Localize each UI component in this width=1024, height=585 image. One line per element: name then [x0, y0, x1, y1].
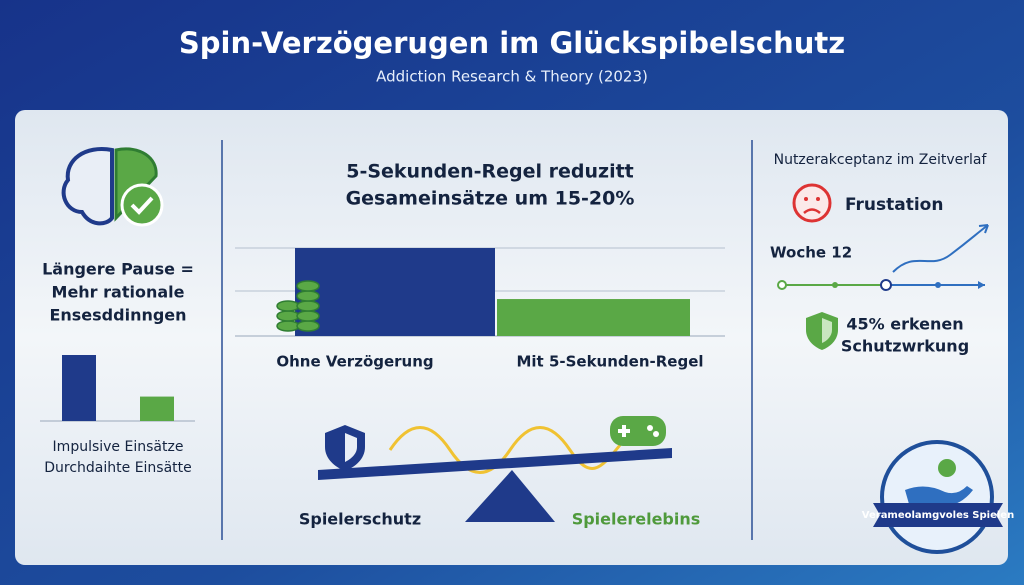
- stat-text: 45% erkenen: [846, 315, 963, 334]
- seesaw: [318, 416, 672, 522]
- coin: [276, 310, 300, 322]
- seesaw-label: Spielerelebins: [572, 510, 701, 529]
- right-title: Nutzerakceptanz im Zeitverlaf: [774, 152, 988, 168]
- coin: [296, 290, 320, 302]
- coin: [276, 320, 300, 332]
- left-text: Mehr rationale: [52, 283, 185, 302]
- bar: [295, 248, 495, 336]
- category-label: Mit 5-Sekunden-Regel: [516, 353, 703, 371]
- bar: [62, 355, 96, 421]
- frustration-label: Frustation: [845, 195, 943, 215]
- timeline: [777, 224, 989, 291]
- title: Spin-Verzögerugen im Glückspibelschutz: [179, 26, 845, 60]
- coin: [296, 280, 320, 292]
- shield-icon: [806, 312, 838, 350]
- coin: [276, 300, 300, 312]
- brain-icon: [61, 147, 164, 227]
- content-panel: [15, 110, 1008, 565]
- subtitle: Addiction Research & Theory (2023): [376, 68, 648, 86]
- sad-face-icon: [792, 183, 832, 223]
- category-label: Impulsive Einsätze: [53, 439, 184, 455]
- badge: [873, 440, 1003, 554]
- left-text: Ensesddinngen: [49, 306, 186, 325]
- coin: [296, 300, 320, 312]
- bar: [497, 299, 690, 336]
- left-text: Längere Pause =: [42, 260, 194, 279]
- bar: [140, 396, 174, 421]
- category-label: Durchdaihte Einsätte: [44, 460, 192, 476]
- seesaw-label: Spielerschutz: [299, 510, 421, 529]
- badge-label: Verameolamgvoles Spielen: [862, 510, 1014, 521]
- category-label: Ohne Verzögerung: [276, 353, 433, 371]
- week-label: Woche 12: [770, 244, 852, 262]
- stat-text: Schutzwrkung: [841, 337, 969, 356]
- coin: [296, 320, 320, 332]
- center-title: 5-Sekunden-Regel reduzitt: [346, 161, 634, 183]
- coin: [296, 310, 320, 322]
- center-title: Gesameinsätze um 15-20%: [346, 188, 635, 210]
